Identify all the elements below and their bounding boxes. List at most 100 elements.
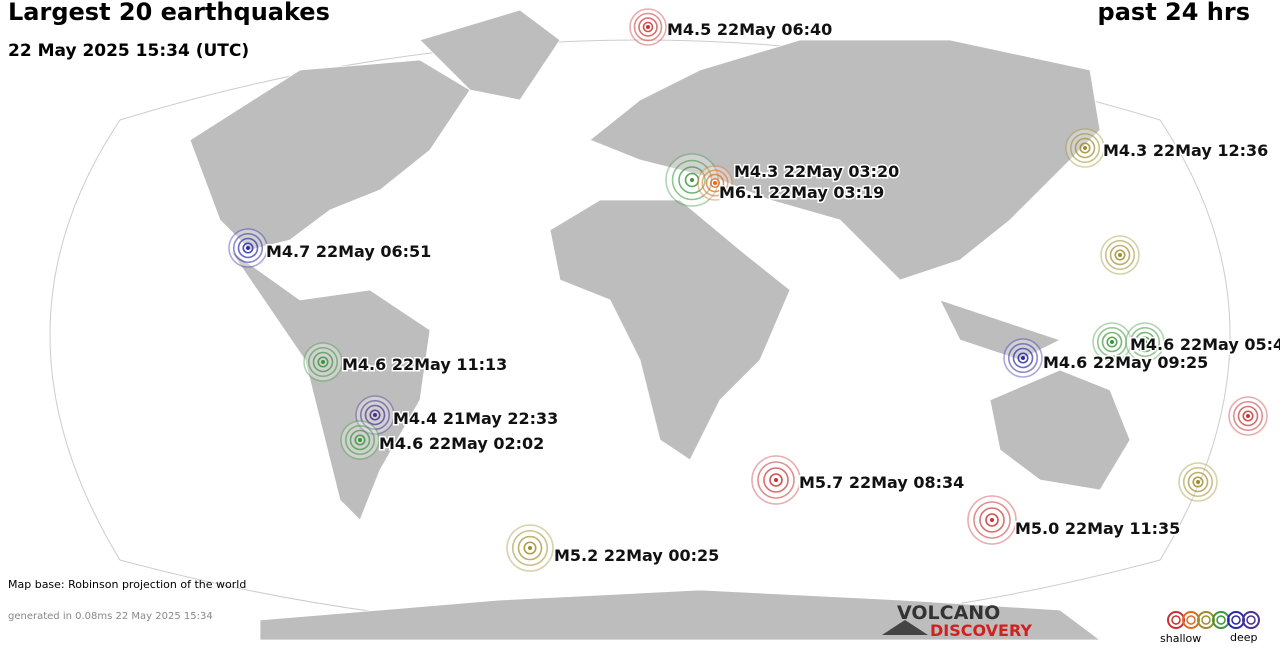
quake-label: M4.3 22May 03:20 bbox=[734, 162, 899, 181]
quake-label: M4.6 22May 09:25 bbox=[1043, 353, 1208, 372]
quake-marker bbox=[967, 495, 1017, 545]
quake-label: M4.6 22May 02:02 bbox=[379, 434, 544, 453]
title: Largest 20 earthquakes bbox=[8, 0, 330, 26]
ring bbox=[705, 173, 725, 193]
ring bbox=[638, 17, 658, 37]
ring bbox=[979, 507, 1005, 533]
labels: M4.5 22May 06:40 M4.3 22May 03:20 M6.1 22M… bbox=[265, 19, 1280, 567]
ring bbox=[1106, 336, 1118, 348]
ring bbox=[763, 467, 789, 493]
ring bbox=[242, 242, 254, 254]
ring bbox=[1232, 400, 1264, 432]
ring bbox=[1012, 347, 1034, 369]
ring bbox=[1096, 326, 1128, 358]
ring bbox=[1074, 137, 1096, 159]
ring bbox=[701, 169, 729, 197]
center bbox=[690, 178, 694, 182]
quake-label: M4.4 21May 22:33 bbox=[393, 409, 558, 428]
ring bbox=[709, 177, 721, 189]
subtitle: 22 May 2025 15:34 (UTC) bbox=[8, 41, 249, 61]
quake-marker bbox=[1003, 338, 1043, 378]
quake-label: M5.2 22May 00:25 bbox=[554, 546, 719, 565]
ring bbox=[511, 529, 549, 567]
ring bbox=[1017, 352, 1029, 364]
quake-label: M6.1 22May 03:19 bbox=[719, 183, 884, 202]
legend-ring bbox=[1216, 615, 1226, 625]
land bbox=[189, 9, 1131, 641]
ring bbox=[523, 541, 537, 555]
center bbox=[774, 478, 778, 482]
quake-label: M4.7 22May 06:51 bbox=[266, 242, 431, 261]
ring bbox=[1182, 466, 1214, 498]
ring bbox=[349, 429, 371, 451]
legend-ring bbox=[1231, 615, 1241, 625]
quake-label: M4.6 22May 05:41 bbox=[1130, 335, 1280, 354]
logo-line2: DISCOVERY bbox=[930, 621, 1032, 640]
quake-marker bbox=[751, 455, 801, 505]
center bbox=[1083, 146, 1087, 150]
quake-label: M5.0 22May 11:35 bbox=[1015, 519, 1180, 538]
ring bbox=[517, 535, 543, 561]
ring bbox=[1079, 142, 1091, 154]
center bbox=[1021, 356, 1025, 360]
legend-shallow: shallow bbox=[1160, 632, 1201, 645]
ring bbox=[757, 461, 795, 499]
ring bbox=[1237, 405, 1259, 427]
quake-marker bbox=[697, 165, 733, 201]
ring bbox=[985, 513, 999, 527]
quake-marker bbox=[506, 524, 554, 572]
center bbox=[1143, 340, 1147, 344]
legend-ring bbox=[1227, 611, 1245, 629]
center bbox=[321, 360, 325, 364]
center bbox=[713, 181, 717, 185]
ring bbox=[769, 473, 783, 487]
ring bbox=[237, 237, 259, 259]
ring bbox=[1069, 132, 1101, 164]
legend-ring bbox=[1201, 615, 1211, 625]
ring bbox=[354, 434, 366, 446]
quake-marker bbox=[355, 395, 395, 435]
ring bbox=[1109, 244, 1131, 266]
center bbox=[1246, 414, 1250, 418]
legend-ring bbox=[1171, 615, 1181, 625]
quake-marker bbox=[1228, 396, 1268, 436]
period: past 24 hrs bbox=[1098, 0, 1250, 26]
center bbox=[528, 546, 532, 550]
ring bbox=[973, 501, 1011, 539]
ring bbox=[312, 351, 334, 373]
quake-marker bbox=[1065, 128, 1105, 168]
ring bbox=[1007, 342, 1039, 374]
logo-icon bbox=[882, 620, 928, 635]
quake-marker bbox=[303, 342, 343, 382]
center bbox=[358, 438, 362, 442]
ring bbox=[1129, 326, 1161, 358]
center bbox=[646, 25, 650, 29]
ring bbox=[1242, 410, 1254, 422]
ring bbox=[317, 356, 329, 368]
legend-ring bbox=[1212, 611, 1230, 629]
legend-deep: deep bbox=[1230, 631, 1258, 644]
center bbox=[246, 246, 250, 250]
ring bbox=[307, 346, 339, 378]
map-base-note: Map base: Robinson projection of the wor… bbox=[8, 578, 246, 591]
legend-ring bbox=[1246, 615, 1256, 625]
quake-marker bbox=[1125, 322, 1165, 362]
center bbox=[1196, 480, 1200, 484]
legend-ring bbox=[1167, 611, 1185, 629]
ring bbox=[232, 232, 264, 264]
ring bbox=[684, 172, 700, 188]
ring bbox=[1104, 239, 1136, 271]
ring bbox=[1101, 331, 1123, 353]
legend-ring bbox=[1242, 611, 1260, 629]
ring bbox=[344, 424, 376, 456]
ring bbox=[642, 21, 654, 33]
quake-marker bbox=[228, 228, 268, 268]
quake-label: M4.6 22May 11:13 bbox=[342, 355, 507, 374]
ring bbox=[633, 12, 663, 42]
quake-marker bbox=[629, 8, 667, 46]
ring bbox=[678, 166, 706, 194]
center bbox=[1118, 253, 1122, 257]
ring bbox=[369, 409, 381, 421]
ring bbox=[359, 399, 391, 431]
